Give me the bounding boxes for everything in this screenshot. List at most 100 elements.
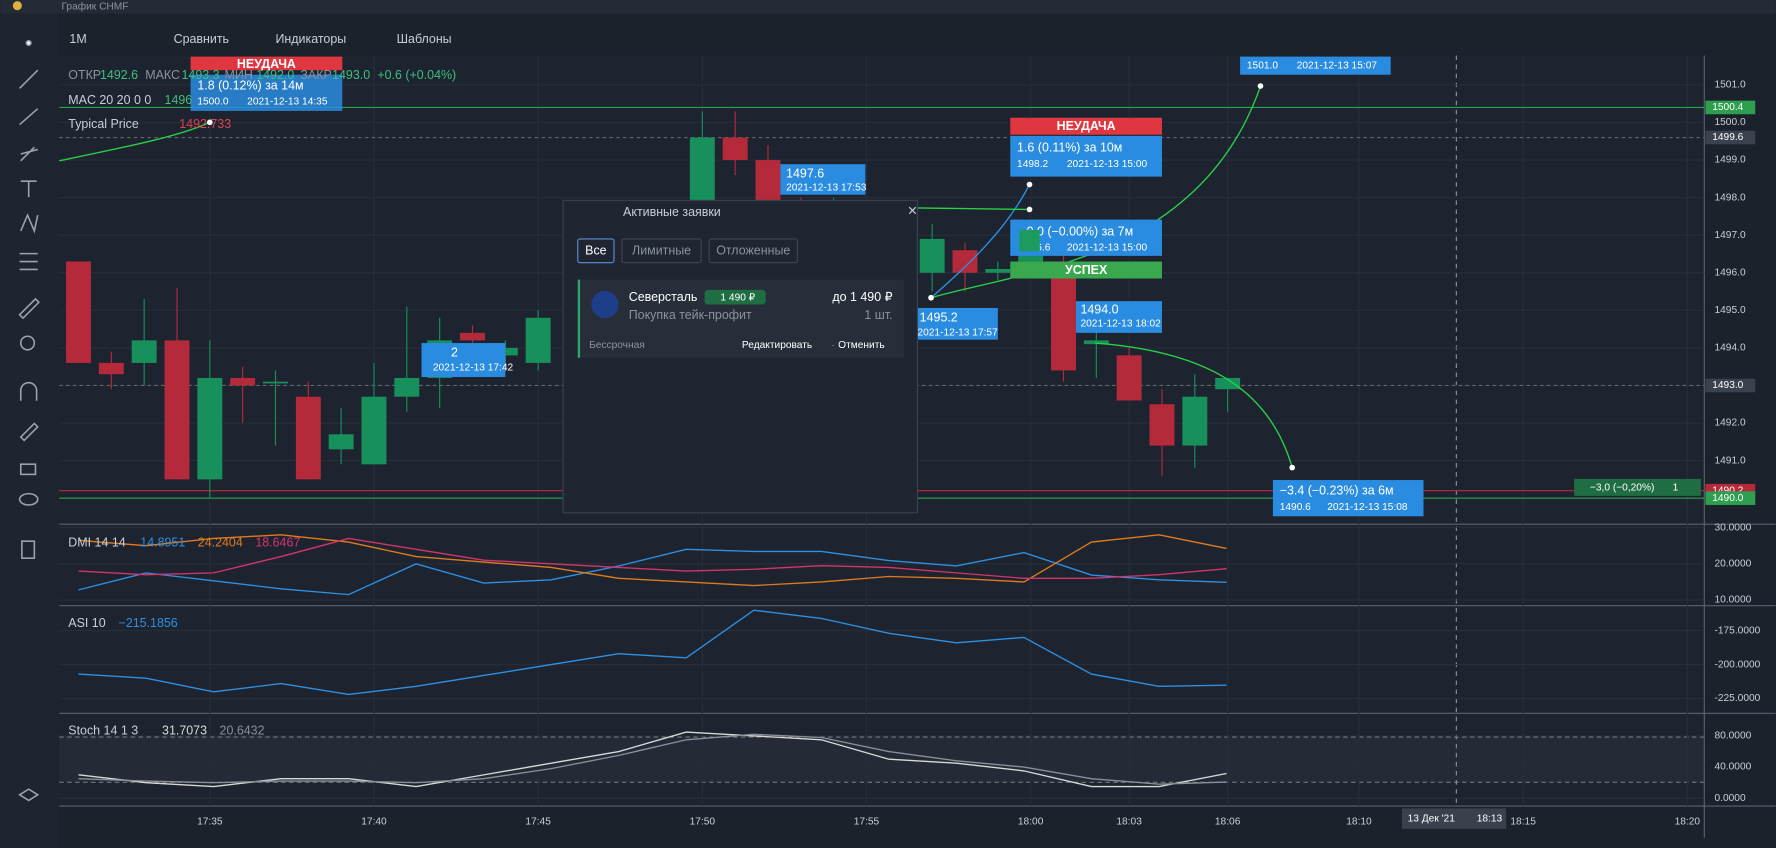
trade-box (190, 74, 343, 111)
trade-price: 1501.0 (1247, 60, 1278, 71)
tool-eye[interactable] (18, 492, 39, 506)
tab-label[interactable]: Лимитные (632, 244, 691, 258)
price-tick-label: 1499.0 (1714, 155, 1745, 166)
modal-texts: Активные заявки Все Лимитные Отложенные Севе… (585, 205, 892, 351)
legend-item: МИН (225, 68, 253, 82)
indicator-tick-label: -225.0000 (1714, 693, 1760, 704)
order-box (1075, 301, 1162, 333)
tool-line[interactable] (19, 69, 39, 89)
tool-zoom[interactable] (19, 335, 36, 351)
candle-body (131, 340, 157, 363)
indicator-line (78, 733, 1227, 785)
trade-result: 1.8 (0.12%) за 14м (197, 78, 303, 92)
time-tick-label: 17:55 (854, 817, 880, 828)
candle-body (164, 340, 190, 480)
dot (1026, 181, 1033, 188)
tool-icons (18, 39, 40, 802)
indicator-reading: 14.8951 (140, 536, 185, 550)
legend-ma: MAC 20 20 0 0 (68, 93, 151, 107)
order-cancel[interactable]: Отменить (838, 340, 884, 351)
dot (1289, 464, 1296, 471)
dot (206, 119, 213, 126)
candle-body (1149, 404, 1175, 446)
indicator-reading: −215.1856 (119, 616, 178, 630)
time-tick-label: 17:35 (197, 817, 223, 828)
indicator-line (78, 534, 1227, 587)
modal-close[interactable]: ✕ (907, 204, 917, 218)
order-name: Северсталь (629, 290, 698, 304)
candle-body (1116, 355, 1142, 401)
tool-pattern[interactable] (20, 213, 39, 234)
indicator-tick-label: -175.0000 (1714, 625, 1760, 636)
order-time: 2021-12-13 17:42 (433, 363, 514, 374)
time-tick-label: 18:06 (1215, 817, 1241, 828)
price-marker (1705, 130, 1756, 145)
indicator-tick-label: 0.0000 (1714, 793, 1745, 804)
tab[interactable] (621, 238, 702, 264)
candle-body (952, 250, 978, 273)
order-edit[interactable]: Редактировать (742, 340, 812, 351)
tool-lock-draw[interactable] (19, 422, 39, 442)
trade-price: 1500.0 (197, 97, 228, 108)
tool-lock[interactable] (19, 463, 37, 476)
tool-ruler[interactable] (18, 297, 40, 320)
candle-body (394, 377, 420, 397)
tool-layers[interactable] (18, 788, 40, 802)
tab[interactable] (708, 238, 798, 264)
left-toolbar (0, 13, 60, 848)
templates[interactable]: Шаблоны (397, 32, 452, 46)
indicator-tick-label: -200.0000 (1714, 659, 1760, 670)
interval[interactable]: 1M (69, 32, 86, 46)
order-price: 1497.6 (786, 167, 824, 181)
tool-lines[interactable] (19, 108, 39, 126)
order-price: 1494.0 (1080, 302, 1118, 316)
trade-time: 2021-12-13 15:00 (1067, 159, 1148, 170)
indicators[interactable]: Индикаторы (275, 32, 346, 46)
candle-body (460, 332, 485, 341)
indicator-reading: 18.6467 (255, 536, 300, 550)
tool-text[interactable] (20, 180, 37, 197)
tool-dot[interactable] (25, 39, 32, 47)
position-badge[interactable] (1574, 478, 1701, 496)
position-pnl: −3,0 (−0,20%) (1590, 483, 1654, 494)
trade-status: НЕУДАЧА (1057, 119, 1116, 133)
dot (1257, 83, 1264, 89)
trade-status: УСПЕХ (1065, 263, 1108, 277)
time-tick-label: 18:10 (1346, 817, 1372, 828)
tab-label[interactable]: Все (585, 244, 607, 258)
panel-separators (59, 55, 1776, 838)
trade-time: 2021-12-13 14:35 (247, 97, 328, 108)
candle-body (525, 317, 551, 363)
price-marker (1705, 100, 1756, 115)
price-tick-label: 1496.0 (1714, 267, 1745, 278)
crosshair-date: 13 Дек '21 (1408, 813, 1456, 824)
trade-price: 1498.2 (1017, 159, 1048, 170)
tool-magnet[interactable] (19, 381, 38, 401)
indicator-reading: 31.7073 (162, 724, 207, 738)
candle-body (98, 362, 124, 375)
order-target: до 1 490 ₽ (832, 290, 892, 304)
trade-time: 2021-12-13 15:00 (1067, 243, 1148, 254)
order-kind: Покупка тейк-профит (629, 308, 752, 322)
time-tick-label: 18:03 (1116, 817, 1142, 828)
price-tick-label: 1501.0 (1714, 80, 1745, 91)
price-marker-label: 1500.4 (1712, 102, 1743, 113)
tool-fib[interactable] (19, 252, 38, 271)
candle-body (1182, 396, 1208, 446)
tab-label[interactable]: Отложенные (716, 244, 790, 258)
dot (1026, 206, 1033, 213)
tab-active[interactable] (577, 238, 615, 264)
time-tick-label: 17:45 (525, 817, 551, 828)
texts: График CHMF 1M Сравнить Индикаторы Шаблоны ОТ… (62, 0, 1761, 829)
legend-item: +0.6 (+0.04%) (377, 68, 456, 82)
indicator-reading: 20.6432 (220, 724, 265, 738)
indicator-line (78, 731, 1227, 788)
tool-trash[interactable] (21, 540, 36, 559)
trade-dots (206, 83, 1296, 471)
price-marker (1705, 491, 1756, 505)
compare[interactable]: Сравнить (174, 32, 229, 46)
tool-brush[interactable] (20, 146, 38, 162)
price-marker-label: 1499.6 (1712, 132, 1743, 143)
trade-result: −0.0 (−0.00%) за 7м (1019, 224, 1133, 238)
